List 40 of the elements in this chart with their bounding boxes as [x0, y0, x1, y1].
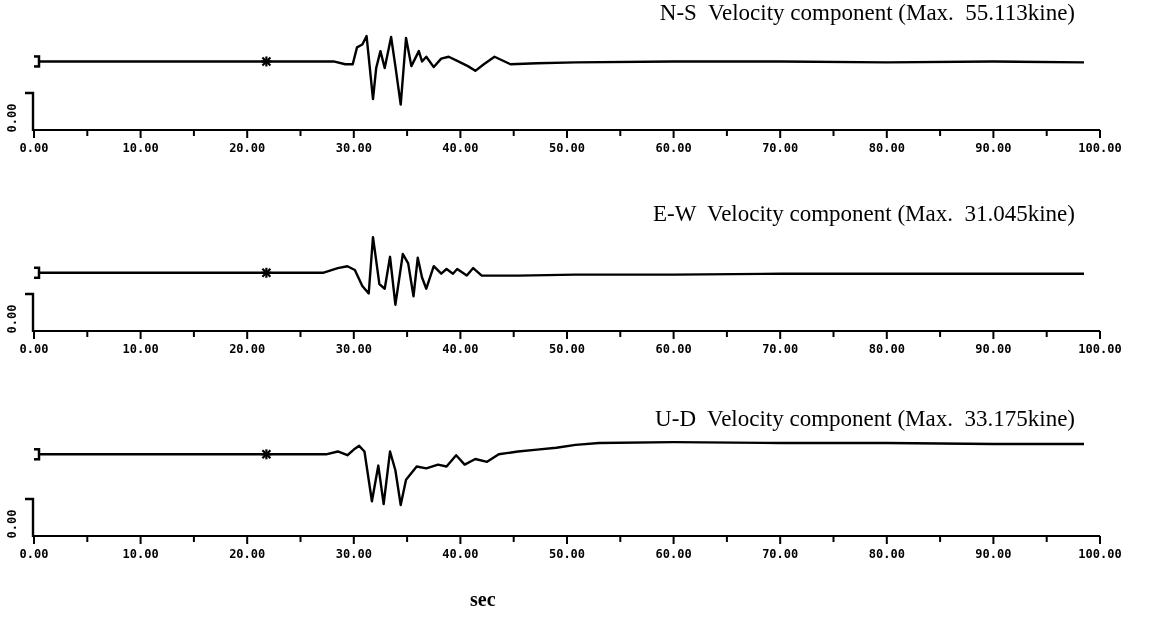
- x-tick-label: 60.00: [655, 547, 692, 561]
- x-tick-label: 20.00: [229, 141, 266, 155]
- x-tick-label: 70.00: [762, 547, 799, 561]
- x-tick-label: 10.00: [122, 342, 159, 356]
- x-tick-label: 0.00: [19, 141, 49, 155]
- x-axis-title: sec: [470, 588, 496, 611]
- chart-title: U-D Velocity component (Max. 33.175kine): [655, 406, 1075, 432]
- x-tick-label: 80.00: [868, 141, 905, 155]
- x-tick-label: 90.00: [975, 342, 1012, 356]
- x-tick-label: 10.00: [122, 547, 159, 561]
- x-tick-label: 30.00: [335, 342, 372, 356]
- x-tick-label: 50.00: [548, 547, 586, 561]
- x-tick-label: 50.00: [548, 141, 586, 155]
- text: 0.00: [5, 304, 19, 334]
- x-tick-label: 90.00: [975, 547, 1012, 561]
- x-tick-label: 10.00: [122, 141, 159, 155]
- x-tick-label: 60.00: [655, 342, 692, 356]
- x-tick-label: 80.00: [868, 342, 905, 356]
- x-tick-label: 80.00: [868, 547, 905, 561]
- x-tick-label: 40.00: [442, 342, 479, 356]
- x-tick-label: 60.00: [655, 141, 692, 155]
- x-tick-label: 70.00: [762, 141, 799, 155]
- text: 0.00: [5, 103, 19, 133]
- x-tick-label: 100.00: [1078, 141, 1122, 155]
- chart-title: E-W Velocity component (Max. 31.045kine): [652, 201, 1075, 227]
- x-tick-label: 100.00: [1078, 342, 1122, 356]
- x-tick-label: 0.00: [19, 342, 49, 356]
- x-tick-label: 30.00: [335, 547, 372, 561]
- x-tick-label: 20.00: [229, 342, 266, 356]
- x-tick-label: 100.00: [1078, 547, 1122, 561]
- x-tick-label: 0.00: [19, 547, 49, 561]
- x-tick-label: 30.00: [335, 141, 372, 155]
- chart-title: N-S Velocity component (Max. 55.113kine): [659, 0, 1075, 26]
- x-tick-label: 40.00: [442, 141, 479, 155]
- text: 0.00: [5, 509, 19, 539]
- x-tick-label: 70.00: [762, 342, 799, 356]
- x-tick-label: 40.00: [442, 547, 479, 561]
- x-tick-label: 50.00: [548, 342, 586, 356]
- x-tick-label: 90.00: [975, 141, 1012, 155]
- x-tick-label: 20.00: [229, 547, 266, 561]
